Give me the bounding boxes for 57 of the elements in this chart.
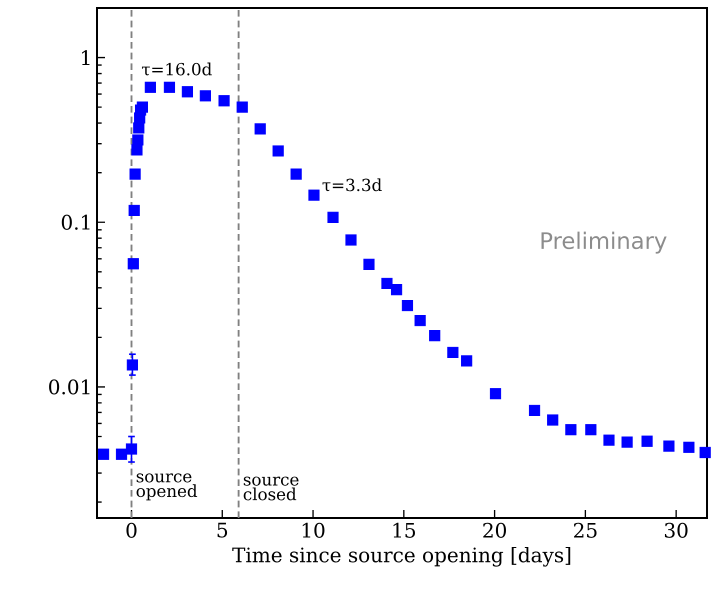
point bbox=[461, 355, 472, 366]
point bbox=[136, 102, 148, 113]
point bbox=[402, 300, 414, 312]
point bbox=[128, 258, 139, 270]
point bbox=[144, 82, 156, 93]
point bbox=[164, 82, 176, 93]
point bbox=[429, 330, 440, 342]
point bbox=[585, 424, 596, 436]
annotation: τ=3.3d bbox=[322, 178, 382, 192]
point bbox=[327, 212, 339, 224]
point bbox=[132, 134, 144, 146]
point bbox=[272, 145, 284, 157]
x-tick-label: 30 bbox=[664, 522, 688, 538]
point bbox=[390, 284, 402, 296]
point bbox=[290, 168, 302, 180]
point bbox=[700, 446, 711, 458]
point bbox=[603, 434, 615, 446]
point bbox=[98, 448, 110, 460]
annotation: τ=16.0d bbox=[142, 62, 212, 76]
point bbox=[182, 86, 194, 98]
point bbox=[528, 404, 540, 416]
point bbox=[447, 346, 458, 358]
point bbox=[236, 102, 248, 113]
point bbox=[622, 436, 633, 448]
point bbox=[547, 414, 558, 426]
y-tick-label: 1 bbox=[82, 50, 90, 65]
x-tick-label: 25 bbox=[574, 522, 597, 538]
ref-line-label: source opened bbox=[136, 473, 198, 500]
x-tick-label: 15 bbox=[394, 522, 415, 538]
point bbox=[126, 443, 138, 455]
annotation: Preliminary bbox=[542, 232, 667, 254]
point bbox=[363, 258, 375, 270]
point bbox=[414, 314, 426, 326]
y-tick-label: 0.1 bbox=[62, 214, 90, 230]
point bbox=[381, 278, 393, 290]
point bbox=[130, 168, 141, 180]
point bbox=[683, 442, 694, 453]
y-tick-label: 0.01 bbox=[49, 379, 90, 395]
x-tick-label: 5 bbox=[218, 522, 228, 538]
x-axis-title: Time since source opening [days] bbox=[232, 547, 570, 567]
x-tick-label: 10 bbox=[302, 522, 324, 538]
point bbox=[133, 122, 144, 134]
point bbox=[345, 234, 357, 246]
point bbox=[126, 359, 138, 371]
point bbox=[200, 90, 211, 102]
point bbox=[490, 388, 502, 400]
ref-line-label: source closed bbox=[244, 476, 299, 500]
point bbox=[663, 440, 674, 452]
x-tick-label: 20 bbox=[483, 522, 506, 538]
x-tick-label: 0 bbox=[126, 522, 137, 538]
point bbox=[565, 424, 576, 436]
point bbox=[641, 436, 653, 447]
point bbox=[254, 123, 266, 134]
point bbox=[218, 95, 230, 106]
point bbox=[116, 448, 128, 460]
point bbox=[128, 204, 140, 216]
point bbox=[308, 190, 320, 201]
